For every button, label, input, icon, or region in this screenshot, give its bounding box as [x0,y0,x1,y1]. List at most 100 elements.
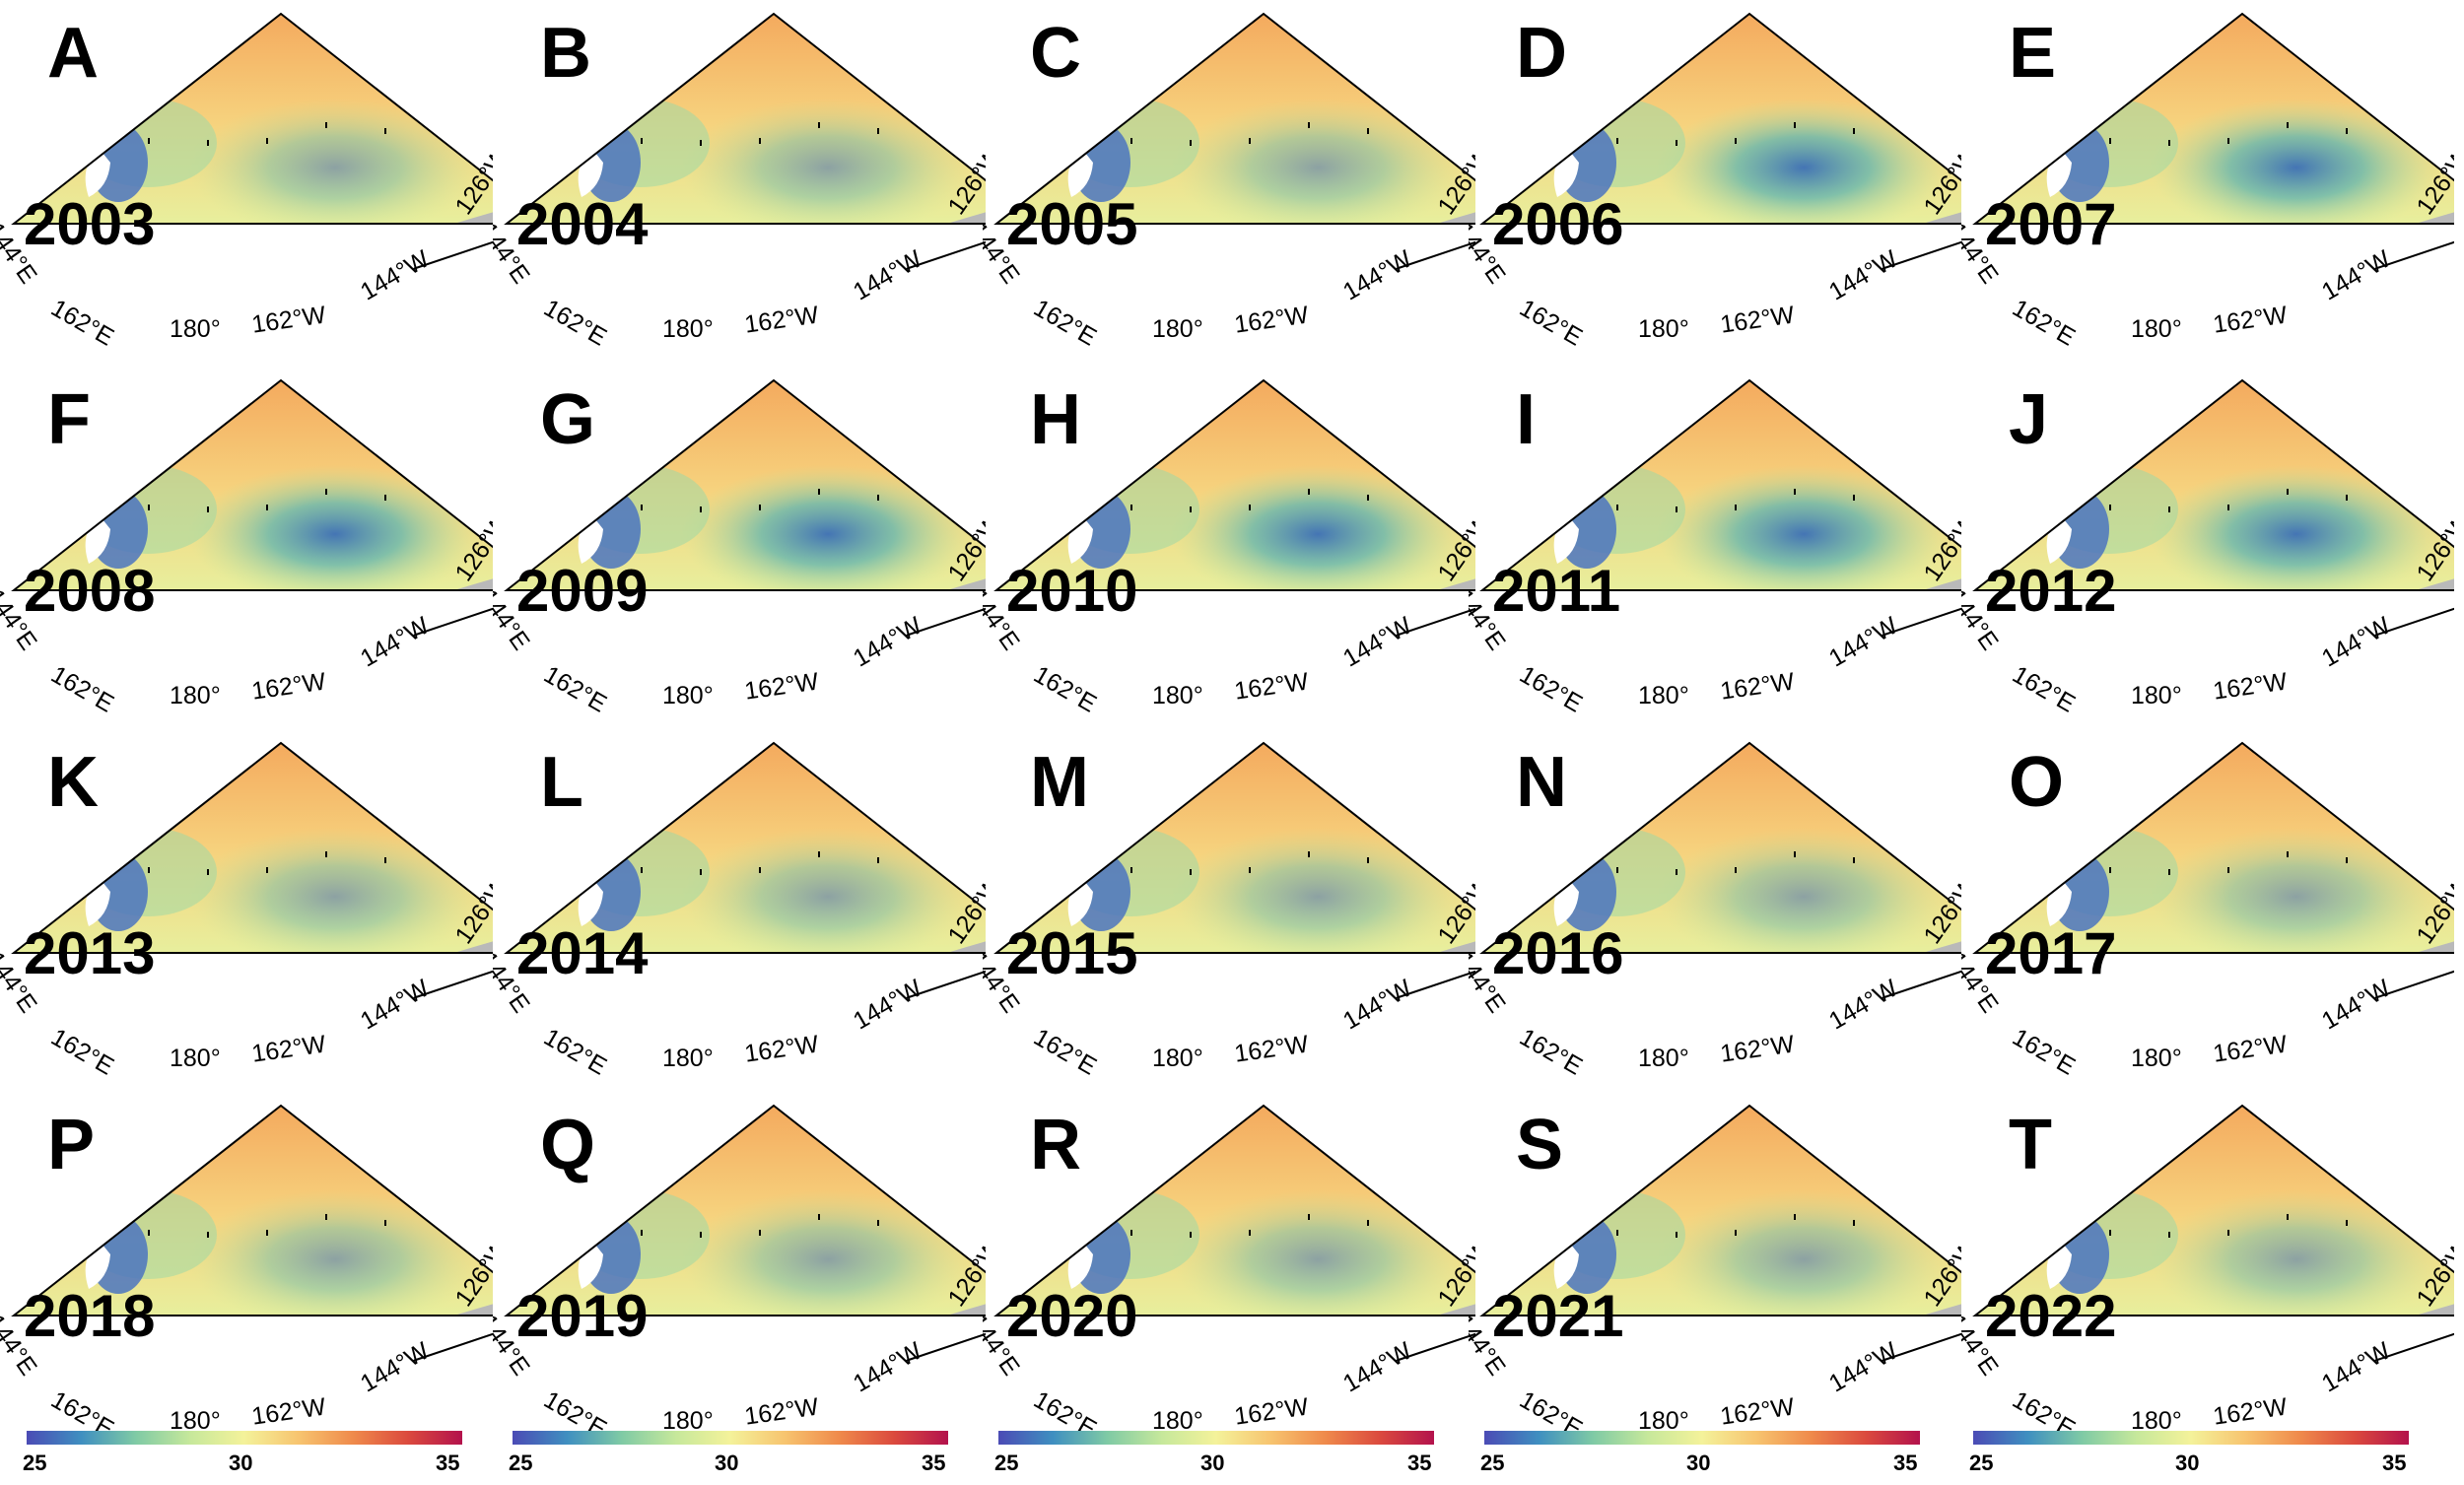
grid-ticks [2109,122,2348,146]
grid-ticks [2109,851,2348,875]
map-frame [11,378,493,637]
chukchi-salty-inflow [1607,1314,1823,1361]
grid-ticks [2109,489,2348,512]
colorbar-gradient [513,1431,948,1445]
panel-letter: P [47,1106,96,1184]
colorbar-tick: 35 [2382,1451,2407,1475]
beaufort-fresh-core [1656,99,1951,236]
panel-year: 2011 [1492,558,1621,624]
panel-year: 2017 [1985,920,2117,986]
map-panel: E 2007 144°E 162°E 180° 162°W 144°W 126°W [1961,0,2454,367]
longitude-label: 180° [1152,1045,1203,1072]
beaufort-fresh-core [187,99,483,236]
map-panel: R 2020 144°E 162°E 180° 162°W 144°W 126°W [983,1092,1475,1458]
colorbar-tick: 25 [994,1451,1019,1475]
map-panel: P 2018 144°E 162°E 180° 162°W 144°W 126°W [0,1092,493,1458]
grid-ticks [1130,122,1369,146]
chukchi-salty-inflow [631,951,848,998]
panel-letter: A [47,14,99,93]
map-panel: G 2009 144°E 162°E 180° 162°W 144°W 126°W [493,367,986,733]
map-frame [504,741,986,999]
map-frame [993,378,1475,637]
panel-letter: F [47,380,91,459]
chukchi-salty-inflow [138,588,355,636]
longitude-label: 180° [170,1407,221,1435]
longitude-label: 180° [1638,315,1689,343]
longitude-label: 180° [662,1407,714,1435]
salinity-map [11,1104,493,1362]
grid-ticks [641,851,879,875]
panel-year: 2012 [1985,558,2117,624]
grid-ticks [148,489,386,512]
longitude-label: 180° [1638,1407,1689,1435]
map-panel: F 2008 144°E 162°E 180° 162°W 144°W 126°W [0,367,493,733]
map-panel: I 2011 144°E 162°E 180° 162°W 144°W 126°W [1469,367,1961,733]
salinity-map [1479,741,1961,999]
longitude-label: 180° [1152,315,1203,343]
panel-letter: D [1516,14,1567,93]
longitude-label: 180° [170,315,221,343]
colorbar-tick: 35 [922,1451,946,1475]
wrangel-island [2160,592,2186,608]
salinity-map [993,12,1475,270]
beaufort-fresh-core [1170,465,1466,603]
grid-ticks [641,489,879,512]
colorbar-tick: 25 [23,1451,47,1475]
wrangel-island [199,1317,225,1333]
longitude-label: 180° [2131,1407,2182,1435]
wrangel-island [692,1317,718,1333]
map-frame [504,378,986,637]
grid-ticks [1130,1214,1369,1238]
grid-ticks [148,851,386,875]
chukchi-salty-inflow [631,222,848,269]
chukchi-salty-inflow [631,1314,848,1361]
map-frame [11,1104,493,1362]
beaufort-fresh-core [680,99,976,236]
wrangel-island [199,226,225,241]
wrangel-island [692,955,718,971]
panel-letter: T [2009,1106,2052,1184]
longitude-label: 180° [1638,682,1689,709]
salinity-map [504,1104,986,1362]
chukchi-salty-inflow [2099,951,2316,998]
panel-year: 2004 [516,191,649,257]
map-panel: N 2016 144°E 162°E 180° 162°W 144°W 126°W [1469,729,1961,1096]
colorbar-gradient [998,1431,1434,1445]
longitude-label: 180° [1638,1045,1689,1072]
panel-letter: R [1030,1106,1081,1184]
colorbar: 25 30 35 [1480,1431,1920,1480]
colorbar: 25 30 35 [509,1431,948,1480]
colorbar-gradient [1973,1431,2409,1445]
salinity-map [1972,378,2454,637]
wrangel-island [692,226,718,241]
grid-ticks [641,122,879,146]
map-frame [504,1104,986,1362]
beaufort-fresh-core [187,465,483,603]
panel-year: 2009 [516,558,649,624]
wrangel-island [1182,226,1207,241]
panel-letter: Q [540,1106,596,1184]
colorbar-tick: 35 [436,1451,460,1475]
map-frame [11,741,493,999]
beaufort-fresh-core [1656,465,1951,603]
map-frame [993,741,1475,999]
colorbar-gradient [27,1431,462,1445]
longitude-label: 180° [1152,682,1203,709]
map-panel: S 2021 144°E 162°E 180° 162°W 144°W 126°W [1469,1092,1961,1458]
grid-ticks [1616,489,1855,512]
chukchi-salty-inflow [1607,222,1823,269]
panel-year: 2007 [1985,191,2117,257]
salinity-map [504,378,986,637]
beaufort-fresh-core [680,465,976,603]
colorbar-tick: 30 [1686,1451,1711,1475]
map-panel: J 2012 144°E 162°E 180° 162°W 144°W 126°W [1961,367,2454,733]
panel-year: 2014 [516,920,649,986]
panel-letter: C [1030,14,1081,93]
colorbar: 25 30 35 [994,1431,1434,1480]
map-panel: T 2022 144°E 162°E 180° 162°W 144°W 126°W [1961,1092,2454,1458]
map-panel: L 2014 144°E 162°E 180° 162°W 144°W 126°W [493,729,986,1096]
map-frame [1479,1104,1961,1362]
grid-ticks [641,1214,879,1238]
grid-ticks [148,1214,386,1238]
